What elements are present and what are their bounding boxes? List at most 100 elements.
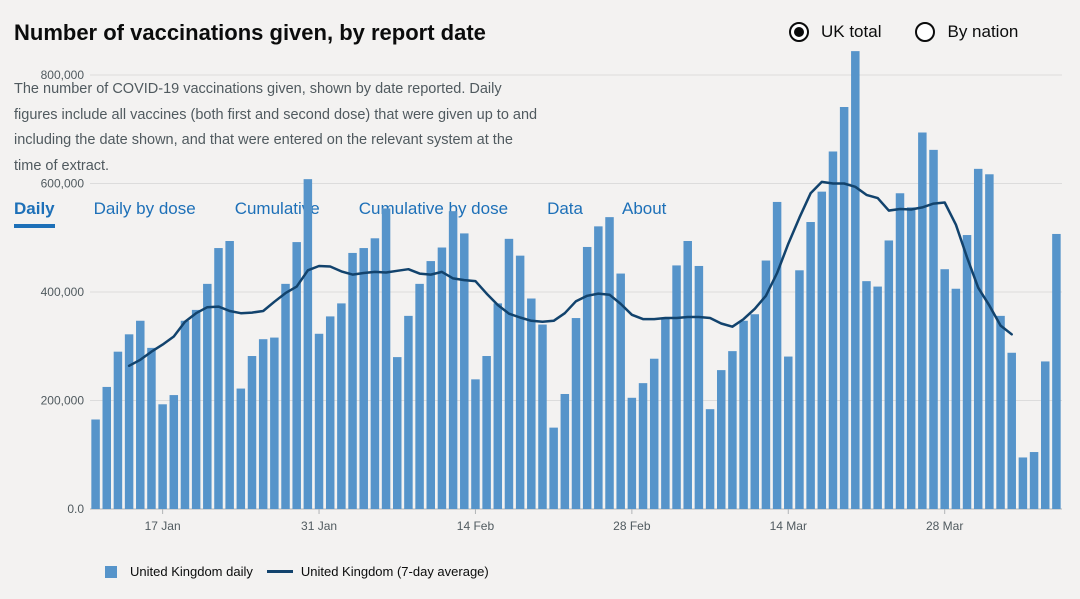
x-tick-label: 28 Feb <box>613 519 651 533</box>
daily-bar <box>337 303 346 509</box>
radio-label: By nation <box>947 22 1019 41</box>
daily-bar <box>828 151 838 509</box>
x-tick-label: 28 Mar <box>926 519 963 533</box>
daily-bar <box>359 248 368 509</box>
legend-line-swatch <box>266 570 293 573</box>
radio-label: UK total <box>821 22 882 41</box>
seven-day-average-line <box>127 180 1013 368</box>
daily-bar <box>627 397 637 509</box>
daily-bar <box>906 207 916 509</box>
daily-bar <box>839 107 849 509</box>
daily-bar <box>180 320 190 509</box>
daily-bar <box>236 388 246 509</box>
daily-bar <box>761 260 771 509</box>
legend-item-daily[interactable]: United Kingdom daily <box>105 564 253 579</box>
daily-bar <box>348 252 357 509</box>
daily-bar <box>1007 352 1016 509</box>
daily-bar <box>918 132 927 509</box>
daily-bar <box>191 309 201 509</box>
legend-label: United Kingdom (7-day average) <box>300 564 489 579</box>
area-toggle: UK total By nation <box>789 22 1052 42</box>
daily-bar <box>203 283 212 509</box>
daily-bar <box>392 357 402 509</box>
daily-bar <box>582 246 592 509</box>
daily-bar <box>404 315 413 509</box>
legend-bar-swatch <box>105 565 117 578</box>
tab-data[interactable]: Data <box>547 199 583 218</box>
daily-bar <box>214 248 223 509</box>
daily-bar <box>683 241 692 509</box>
daily-bar <box>929 149 938 510</box>
page-title: Number of vaccinations given, by report … <box>14 20 486 45</box>
daily-bar <box>124 334 134 509</box>
daily-bar <box>772 201 782 509</box>
daily-bar <box>1018 457 1028 509</box>
daily-bar <box>247 356 257 509</box>
tab-daily[interactable]: Daily <box>14 199 55 228</box>
daily-bar <box>158 404 167 509</box>
daily-bar <box>694 265 704 509</box>
chart-tabs: Daily Daily by dose Cumulative Cumulativ… <box>14 199 705 228</box>
daily-bar <box>951 288 961 509</box>
radio-unselected-icon <box>915 22 936 42</box>
daily-bar <box>169 395 179 509</box>
daily-bar <box>661 317 670 509</box>
daily-bar <box>448 211 458 510</box>
daily-bar <box>806 222 815 509</box>
daily-bar <box>750 314 760 509</box>
daily-bar <box>460 233 469 509</box>
y-tick-label: 800,000 <box>41 68 85 82</box>
daily-bar <box>225 241 234 509</box>
daily-bar <box>985 174 994 509</box>
y-tick-label: 400,000 <box>41 285 85 299</box>
daily-bar <box>493 303 503 509</box>
tab-cumulative[interactable]: Cumulative <box>234 199 320 218</box>
daily-bar <box>258 339 268 509</box>
daily-bar <box>638 383 648 509</box>
daily-bar <box>415 283 424 509</box>
daily-bar <box>784 356 793 509</box>
daily-bar <box>303 179 313 509</box>
daily-bar <box>705 409 715 509</box>
daily-bar <box>672 265 681 509</box>
daily-bar <box>940 269 949 509</box>
legend-item-average[interactable]: United Kingdom (7-day average) <box>266 564 489 579</box>
y-tick-label: 0.0 <box>67 502 84 516</box>
daily-bar <box>962 235 972 509</box>
daily-bar <box>471 379 480 509</box>
radio-by-nation[interactable]: By nation <box>915 22 1018 42</box>
daily-bar <box>851 51 860 509</box>
daily-bar <box>113 351 123 509</box>
daily-bar <box>873 286 882 509</box>
daily-bar <box>538 324 547 509</box>
daily-bar <box>973 168 983 510</box>
daily-bar <box>515 255 525 509</box>
tab-about[interactable]: About <box>621 199 667 218</box>
x-tick-label: 14 Mar <box>770 519 807 533</box>
daily-bar <box>795 270 804 509</box>
tab-daily-by-dose[interactable]: Daily by dose <box>93 199 196 218</box>
daily-bar <box>1040 361 1050 509</box>
daily-bar <box>437 247 447 509</box>
daily-bar <box>1029 452 1039 509</box>
x-tick-label: 14 Feb <box>457 519 495 533</box>
daily-bar <box>817 191 827 509</box>
daily-bar <box>426 261 436 509</box>
x-tick-label: 17 Jan <box>145 519 181 533</box>
daily-bar <box>1052 233 1061 509</box>
daily-bar <box>102 386 112 509</box>
y-tick-label: 600,000 <box>41 177 85 191</box>
daily-bar <box>381 208 391 509</box>
radio-uk-total[interactable]: UK total <box>789 22 881 42</box>
legend-label: United Kingdom daily <box>130 564 253 579</box>
daily-bar <box>91 419 100 509</box>
daily-bar <box>649 358 659 509</box>
radio-selected-icon <box>789 22 809 42</box>
daily-bar <box>605 217 614 509</box>
daily-bar <box>862 281 871 509</box>
daily-bar <box>594 226 603 510</box>
daily-bar <box>739 320 748 509</box>
y-tick-label: 200,000 <box>41 394 85 408</box>
tab-cumulative-by-dose[interactable]: Cumulative by dose <box>358 199 509 218</box>
